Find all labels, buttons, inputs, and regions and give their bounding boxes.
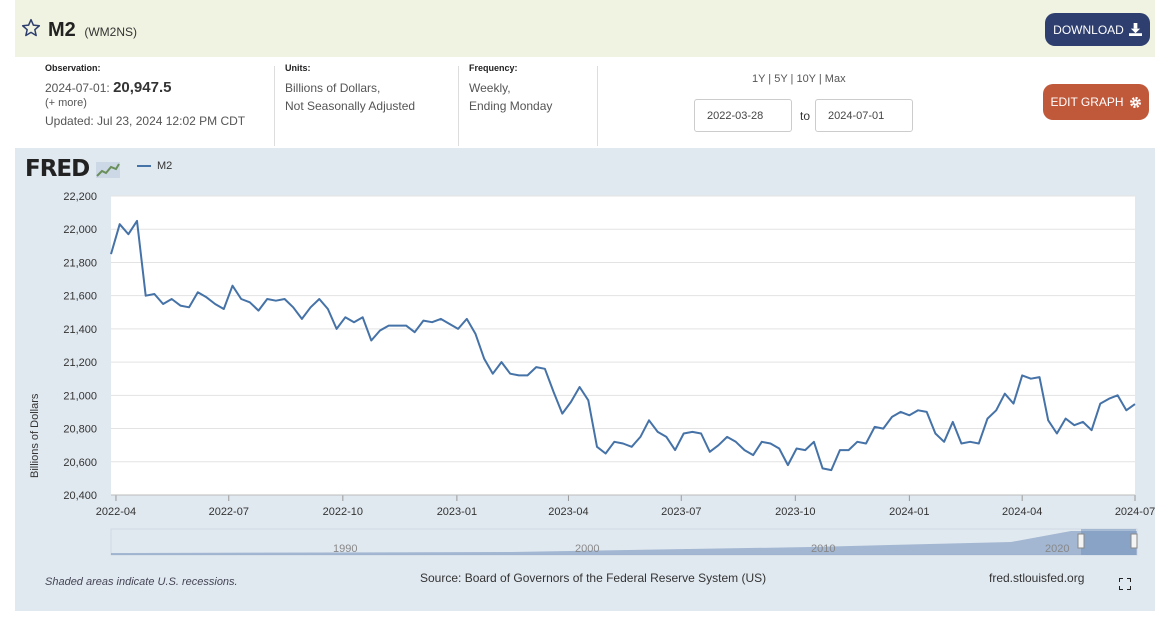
divider [274, 66, 275, 146]
observation-label: Observation: [45, 63, 101, 73]
frequency-block: Frequency: Weekly, Ending Monday [469, 63, 552, 115]
download-label: DOWNLOAD [1053, 22, 1124, 37]
frequency-label: Frequency: [469, 63, 518, 73]
x-tick-label: 2024-01 [889, 506, 929, 518]
navigator-tick-label: 2010 [811, 543, 835, 555]
legend: M2 [137, 160, 172, 172]
navigator-tick-label: 2020 [1045, 543, 1069, 555]
legend-label: M2 [157, 160, 173, 172]
x-tick-label: 2023-10 [775, 506, 815, 518]
series-title: M2 (WM2NS) [48, 19, 137, 42]
updated-text: Updated: Jul 23, 2024 12:02 PM CDT [45, 114, 246, 128]
y-tick-label: 21,200 [63, 357, 97, 369]
series-id: (WM2NS) [84, 25, 138, 39]
fred-logo-chart-icon [96, 161, 121, 178]
y-tick-label: 21,600 [63, 291, 97, 303]
x-tick-label: 2023-01 [437, 506, 477, 518]
series-header: M2 (WM2NS) DOWNLOAD [15, 0, 1155, 57]
gear-icon [1129, 96, 1141, 108]
star-icon[interactable] [21, 18, 41, 38]
units-block: Units: Billions of Dollars, Not Seasonal… [285, 63, 415, 115]
y-tick-label: 22,200 [63, 191, 97, 203]
divider [597, 66, 598, 146]
navigator-tick-label: 2000 [575, 543, 599, 555]
x-tick-label: 2022-07 [209, 506, 249, 518]
download-icon [1128, 23, 1142, 36]
edit-graph-label: EDIT GRAPH [1050, 95, 1124, 109]
end-date-input[interactable]: 2024-07-01 [815, 99, 913, 132]
download-button[interactable]: DOWNLOAD [1045, 13, 1150, 46]
x-tick-label: 2023-04 [548, 506, 588, 518]
y-tick-label: 21,400 [63, 324, 97, 336]
y-tick-label: 20,400 [63, 490, 97, 502]
plot-background [111, 196, 1135, 495]
graph-area: FRED M2 Billions of Dollars 20,400 20,600… [15, 148, 1155, 611]
navigator-window [1081, 529, 1136, 555]
navigator-handle [1077, 533, 1085, 549]
series-line-m2 [110, 219, 1136, 472]
units-line1: Billions of Dollars, [285, 81, 381, 95]
more-link[interactable]: (+ more) [45, 97, 87, 109]
navigator-tick-label: 1990 [333, 543, 357, 555]
edit-graph-button[interactable]: EDIT GRAPH [1043, 84, 1149, 120]
line-chart[interactable]: 20,400 20,600 20,800 21,000 21,200 21,400 21,6… [15, 148, 1155, 568]
x-tick-label: 2024-04 [1002, 506, 1042, 518]
start-date-input[interactable]: 2022-03-28 [694, 99, 792, 132]
x-tick-label: 2022-10 [323, 506, 363, 518]
y-tick-label: 20,600 [63, 457, 97, 469]
units-label: Units: [285, 63, 311, 73]
navigator-area [111, 531, 1137, 555]
legend-swatch [137, 165, 151, 167]
units-line2: Not Seasonally Adjusted [285, 99, 416, 113]
range-presets[interactable]: 1Y | 5Y | 10Y | Max [752, 73, 846, 85]
x-tick-label: 2022-04 [96, 506, 136, 518]
series-name: M2 [48, 19, 76, 41]
y-tick-label: 22,000 [63, 224, 97, 236]
frequency-line1: Weekly, [469, 81, 511, 95]
y-tick-label: 21,000 [63, 390, 97, 402]
frequency-line2: Ending Monday [469, 99, 553, 113]
site-link[interactable]: fred.stlouisfed.org [989, 571, 1085, 585]
observation-block: Observation: 2024-07-01: 20,947.5 (+ mor… [45, 63, 245, 130]
fred-logo: FRED [25, 156, 121, 182]
x-tick-label: 2023-07 [661, 506, 701, 518]
navigator-handle [1130, 533, 1138, 549]
y-tick-label: 20,800 [63, 424, 97, 436]
to-label: to [800, 109, 811, 123]
observation-value: 20,947.5 [113, 79, 172, 96]
observation-date: 2024-07-01: [45, 81, 110, 95]
divider [458, 66, 459, 146]
fullscreen-icon[interactable] [1119, 578, 1131, 590]
source-text: Source: Board of Governors of the Federa… [420, 571, 767, 585]
y-tick-label: 21,800 [63, 257, 97, 269]
recession-note: Shaded areas indicate U.S. recessions. [45, 576, 238, 588]
x-tick-label: 2024-07 [1115, 506, 1155, 518]
observation-line: 2024-07-01: 20,947.5 [45, 79, 245, 97]
fred-logo-text: FRED [25, 156, 90, 182]
